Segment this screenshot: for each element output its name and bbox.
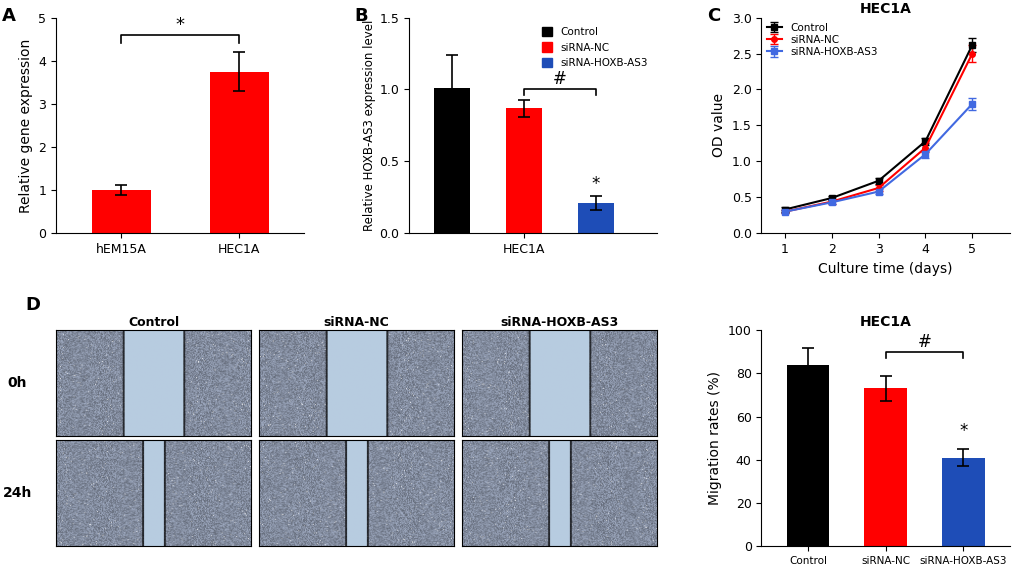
Legend: Control, siRNA-NC, siRNA-HOXB-AS3: Control, siRNA-NC, siRNA-HOXB-AS3 [766,23,877,57]
Title: siRNA-HOXB-AS3: siRNA-HOXB-AS3 [500,316,619,329]
Y-axis label: Migration rates (%): Migration rates (%) [707,371,721,505]
Bar [210,72,269,233]
Y-axis label: Relative HOXB-AS3 expression level: Relative HOXB-AS3 expression level [363,20,376,231]
Title: siRNA-NC: siRNA-NC [323,316,389,329]
Bar [863,389,906,546]
Text: C: C [706,7,719,25]
Bar [505,108,541,233]
Text: *: * [591,175,599,193]
Y-axis label: 24h: 24h [2,486,32,500]
Legend: Control, siRNA-NC, siRNA-HOXB-AS3: Control, siRNA-NC, siRNA-HOXB-AS3 [537,23,651,72]
Title: HEC1A: HEC1A [859,315,911,329]
Bar [433,88,470,233]
Text: B: B [354,7,368,25]
Bar [92,190,151,233]
X-axis label: Culture time (days): Culture time (days) [817,262,952,275]
Text: #: # [916,333,930,351]
Bar [786,365,828,546]
Text: D: D [25,296,41,315]
Title: HEC1A: HEC1A [859,2,911,16]
Bar [941,457,983,546]
Title: Control: Control [128,316,179,329]
Bar [578,203,613,233]
Text: *: * [958,422,966,440]
Text: *: * [175,16,184,33]
Y-axis label: OD value: OD value [711,93,726,157]
Text: #: # [552,70,567,88]
Y-axis label: 0h: 0h [7,376,26,390]
Y-axis label: Relative gene expression: Relative gene expression [18,38,33,212]
Text: A: A [1,7,15,25]
